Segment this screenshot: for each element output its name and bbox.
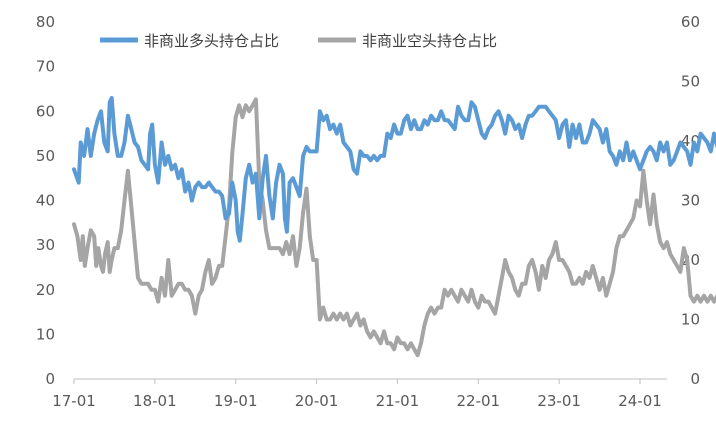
right-axis-tick-label: 60 [681,13,700,31]
left-axis-ticks: 0 10 20 30 40 50 60 70 80 [36,13,55,388]
right-axis-tick-label: 50 [681,73,700,91]
left-axis-tick-label: 0 [45,370,55,388]
x-axis-tick-label: 24-01 [618,392,662,410]
x-axis-tick-label: 23-01 [537,392,581,410]
left-axis-tick-label: 20 [36,281,55,299]
right-axis-tick-label: 30 [681,192,700,210]
left-axis-tick-label: 30 [36,236,55,254]
legend: 非商业多头持仓占比 非商业空头持仓占比 [100,32,497,50]
series-line-short-position [72,97,716,358]
x-axis-tick-label: 20-01 [295,392,339,410]
x-axis-tick-label: 18-01 [133,392,177,410]
left-axis-tick-label: 60 [36,102,55,120]
right-axis-tick-label: 0 [690,370,700,388]
right-axis-tick-label: 10 [681,311,700,329]
left-axis-tick-label: 80 [36,13,55,31]
x-axis-tick-label: 19-01 [214,392,258,410]
x-axis-tick-label: 21-01 [376,392,420,410]
left-axis-tick-label: 40 [36,192,55,210]
series-layer [72,95,716,358]
x-axis-ticks: 17-01 18-01 19-01 20-01 21-01 22-01 23-01 24-01 [52,379,662,410]
x-axis-tick-label: 17-01 [52,392,96,410]
x-axis-tick-label: 22-01 [456,392,500,410]
legend-label-long-position: 非商业多头持仓占比 [144,32,279,50]
left-axis-tick-label: 50 [36,147,55,165]
left-axis-tick-label: 10 [36,325,55,343]
left-axis-tick-label: 70 [36,58,55,76]
legend-label-short-position: 非商业空头持仓占比 [362,32,497,50]
series-line-long-position [72,95,716,243]
